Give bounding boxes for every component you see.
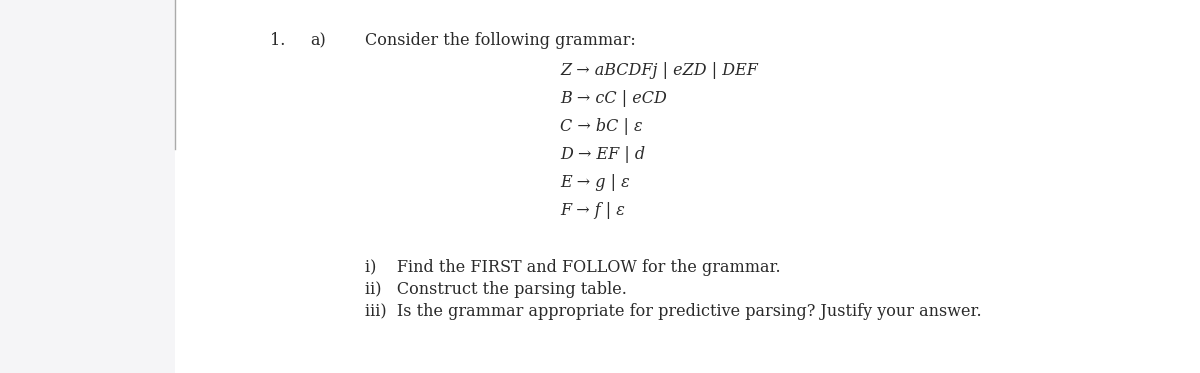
Text: B → cC | eCD: B → cC | eCD [560,90,667,107]
Text: i)    Find the FIRST and FOLLOW for the grammar.: i) Find the FIRST and FOLLOW for the gra… [365,259,781,276]
Text: Consider the following grammar:: Consider the following grammar: [365,32,636,49]
Text: a): a) [310,32,325,49]
Bar [0,0,175,373]
Text: 1.: 1. [270,32,286,49]
Text: F → f | ε: F → f | ε [560,202,625,219]
Text: iii)  Is the grammar appropriate for predictive parsing? Justify your answer.: iii) Is the grammar appropriate for pred… [365,303,982,320]
Text: ii)   Construct the parsing table.: ii) Construct the parsing table. [365,281,626,298]
Text: Z → aBCDFj | eZD | DEF: Z → aBCDFj | eZD | DEF [560,62,758,79]
Text: C → bC | ε: C → bC | ε [560,118,643,135]
Text: D → EF | d: D → EF | d [560,146,646,163]
Text: E → g | ε: E → g | ε [560,174,630,191]
